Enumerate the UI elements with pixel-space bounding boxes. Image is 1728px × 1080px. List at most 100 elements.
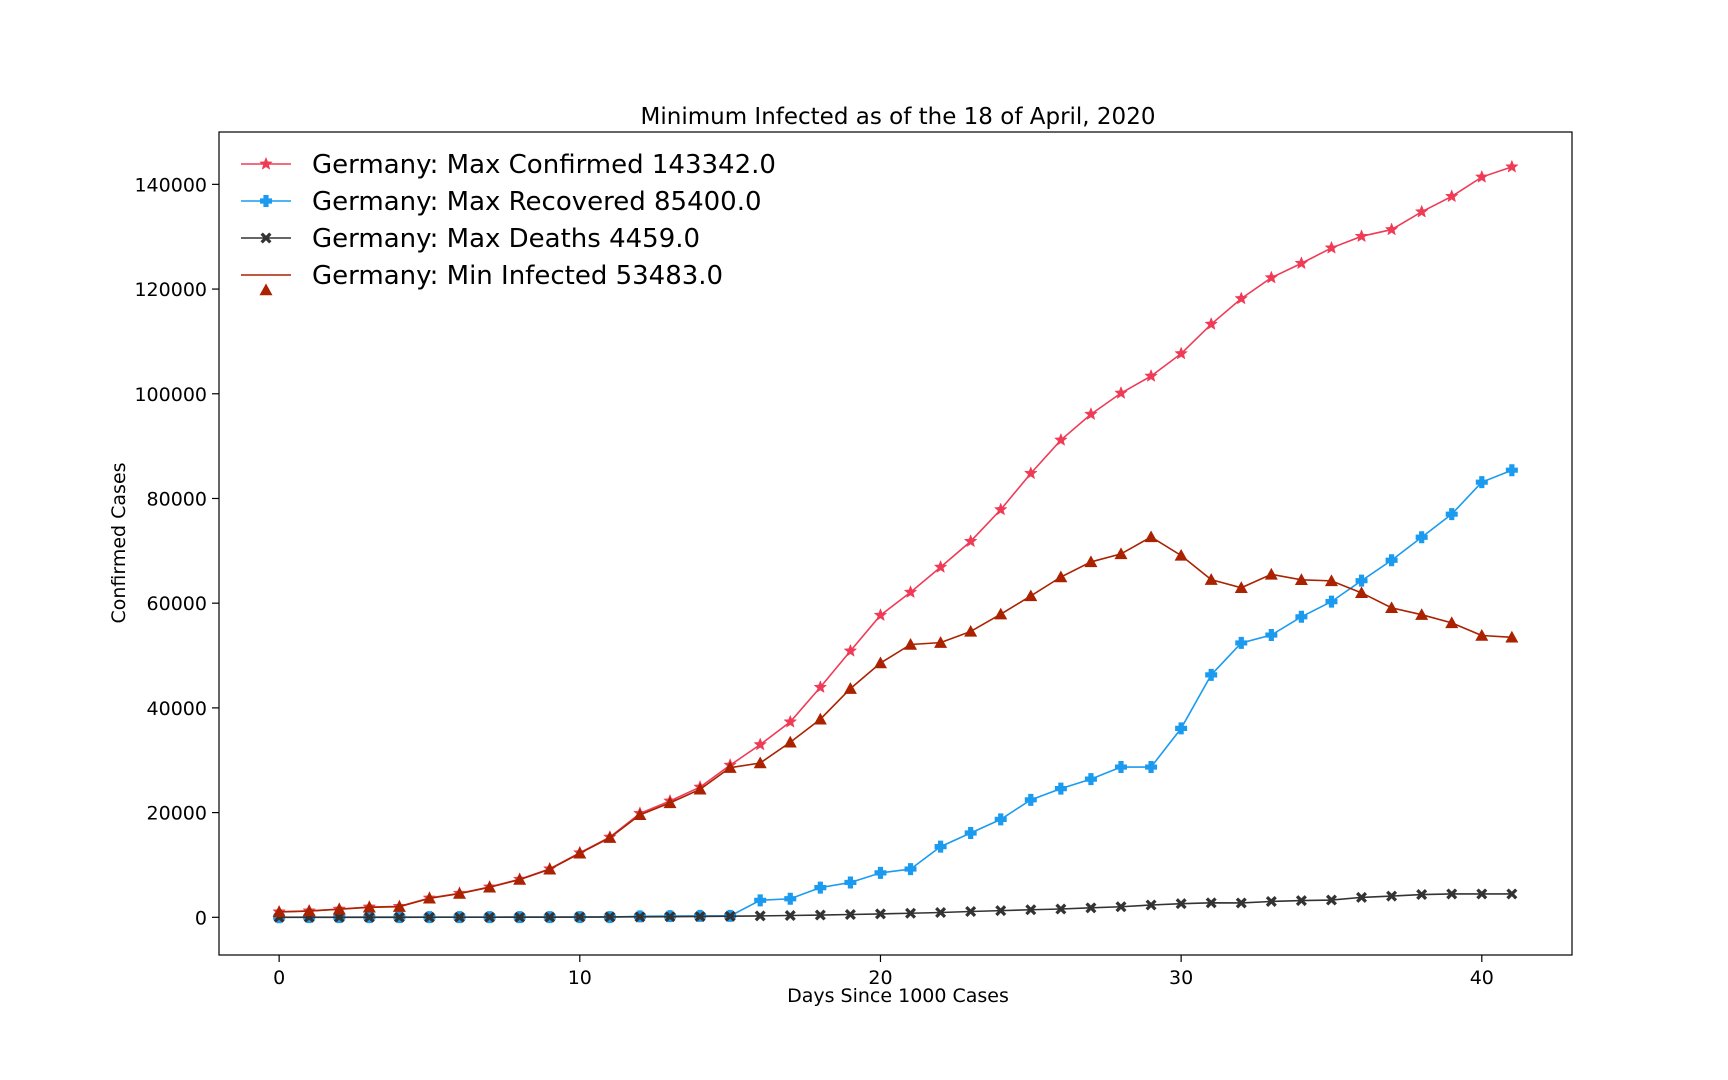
data-point bbox=[1264, 567, 1278, 580]
data-point bbox=[1295, 895, 1307, 907]
data-point bbox=[1024, 793, 1037, 806]
x-tick-label: 40 bbox=[1470, 967, 1494, 989]
data-point bbox=[783, 714, 798, 728]
data-point bbox=[513, 873, 527, 885]
data-point bbox=[514, 911, 526, 923]
series-layer bbox=[272, 159, 1519, 924]
data-point bbox=[1145, 899, 1157, 911]
legend-item: Germany: Min Infected 53483.0 bbox=[241, 261, 723, 296]
x-tick-label: 10 bbox=[568, 967, 592, 989]
data-point bbox=[573, 846, 587, 859]
axes-layer: 0 10 20 30 40 0 20000 40000 60000 80000 100000 1200… bbox=[134, 131, 1573, 989]
data-point bbox=[935, 906, 947, 918]
data-point bbox=[1446, 888, 1458, 900]
data-point bbox=[484, 911, 496, 923]
data-point bbox=[723, 761, 737, 773]
series-line bbox=[279, 536, 1512, 913]
data-point bbox=[1325, 595, 1338, 608]
data-point bbox=[302, 904, 316, 917]
data-point bbox=[603, 831, 617, 843]
data-point bbox=[843, 643, 858, 657]
data-point bbox=[1055, 903, 1067, 915]
data-point bbox=[1234, 581, 1248, 593]
data-point bbox=[813, 680, 828, 694]
y-tick-label: 60000 bbox=[147, 593, 207, 615]
data-point bbox=[1294, 256, 1309, 270]
data-point bbox=[1085, 902, 1097, 914]
data-point bbox=[1475, 629, 1489, 641]
legend-marker bbox=[260, 232, 272, 244]
y-tick-label: 0 bbox=[195, 907, 207, 929]
data-point bbox=[1114, 385, 1128, 399]
data-point bbox=[1205, 897, 1217, 909]
data-point bbox=[1506, 888, 1518, 900]
data-point bbox=[1505, 159, 1519, 173]
data-point bbox=[454, 911, 466, 923]
data-point bbox=[1385, 601, 1399, 614]
data-point bbox=[1355, 574, 1368, 587]
data-point bbox=[1415, 531, 1428, 544]
legend-label: Germany: Min Infected 53483.0 bbox=[312, 261, 723, 291]
data-point bbox=[873, 656, 887, 669]
data-point bbox=[753, 737, 768, 751]
data-point bbox=[904, 637, 918, 650]
data-point bbox=[1174, 346, 1188, 360]
legend-item: Germany: Max Deaths 4459.0 bbox=[241, 224, 700, 254]
y-tick-label: 120000 bbox=[134, 279, 207, 301]
data-point bbox=[965, 906, 977, 918]
data-point bbox=[604, 911, 616, 923]
data-point bbox=[843, 682, 857, 694]
data-point bbox=[1174, 548, 1188, 561]
data-point bbox=[1505, 464, 1518, 477]
data-point bbox=[754, 910, 766, 922]
data-point bbox=[1025, 904, 1037, 916]
data-point bbox=[905, 907, 917, 919]
data-point bbox=[393, 911, 405, 923]
data-point bbox=[753, 756, 767, 769]
series-2 bbox=[273, 888, 1518, 923]
data-point bbox=[272, 905, 286, 918]
data-point bbox=[934, 840, 947, 853]
data-point bbox=[903, 585, 918, 599]
x-tick-label: 20 bbox=[868, 967, 892, 989]
data-point bbox=[544, 911, 556, 923]
plot-frame bbox=[218, 131, 1573, 956]
legend-item: Germany: Max Confirmed 143342.0 bbox=[241, 150, 776, 180]
data-point bbox=[1356, 891, 1368, 903]
data-point bbox=[333, 911, 345, 923]
data-point bbox=[1024, 589, 1038, 602]
data-point bbox=[1415, 608, 1429, 620]
y-tick-label: 100000 bbox=[134, 384, 207, 406]
data-point bbox=[1235, 897, 1247, 909]
data-point bbox=[1295, 610, 1308, 623]
y-tick-label: 140000 bbox=[134, 174, 207, 196]
data-point bbox=[1265, 629, 1278, 642]
data-point bbox=[574, 911, 586, 923]
data-point bbox=[1265, 895, 1277, 907]
data-point bbox=[1294, 573, 1308, 586]
data-point bbox=[1505, 630, 1519, 643]
data-point bbox=[1324, 240, 1339, 254]
data-point bbox=[1054, 570, 1068, 583]
data-point bbox=[1386, 890, 1398, 902]
data-point bbox=[1175, 898, 1187, 910]
data-point bbox=[1115, 901, 1127, 913]
data-point bbox=[1235, 636, 1248, 649]
data-point bbox=[994, 607, 1008, 620]
data-point bbox=[634, 911, 646, 923]
data-point bbox=[423, 911, 435, 923]
data-point bbox=[332, 902, 346, 915]
data-point bbox=[784, 892, 797, 905]
data-point bbox=[1084, 773, 1097, 786]
data-point bbox=[1114, 547, 1128, 560]
data-point bbox=[1144, 368, 1158, 382]
data-point bbox=[873, 608, 888, 622]
data-point bbox=[1023, 466, 1038, 480]
data-point bbox=[874, 908, 886, 920]
data-point bbox=[1144, 530, 1158, 543]
series-line bbox=[279, 893, 1512, 919]
data-point bbox=[422, 891, 436, 904]
data-point bbox=[1204, 316, 1219, 330]
data-point bbox=[1445, 616, 1459, 629]
data-point bbox=[1416, 889, 1428, 901]
